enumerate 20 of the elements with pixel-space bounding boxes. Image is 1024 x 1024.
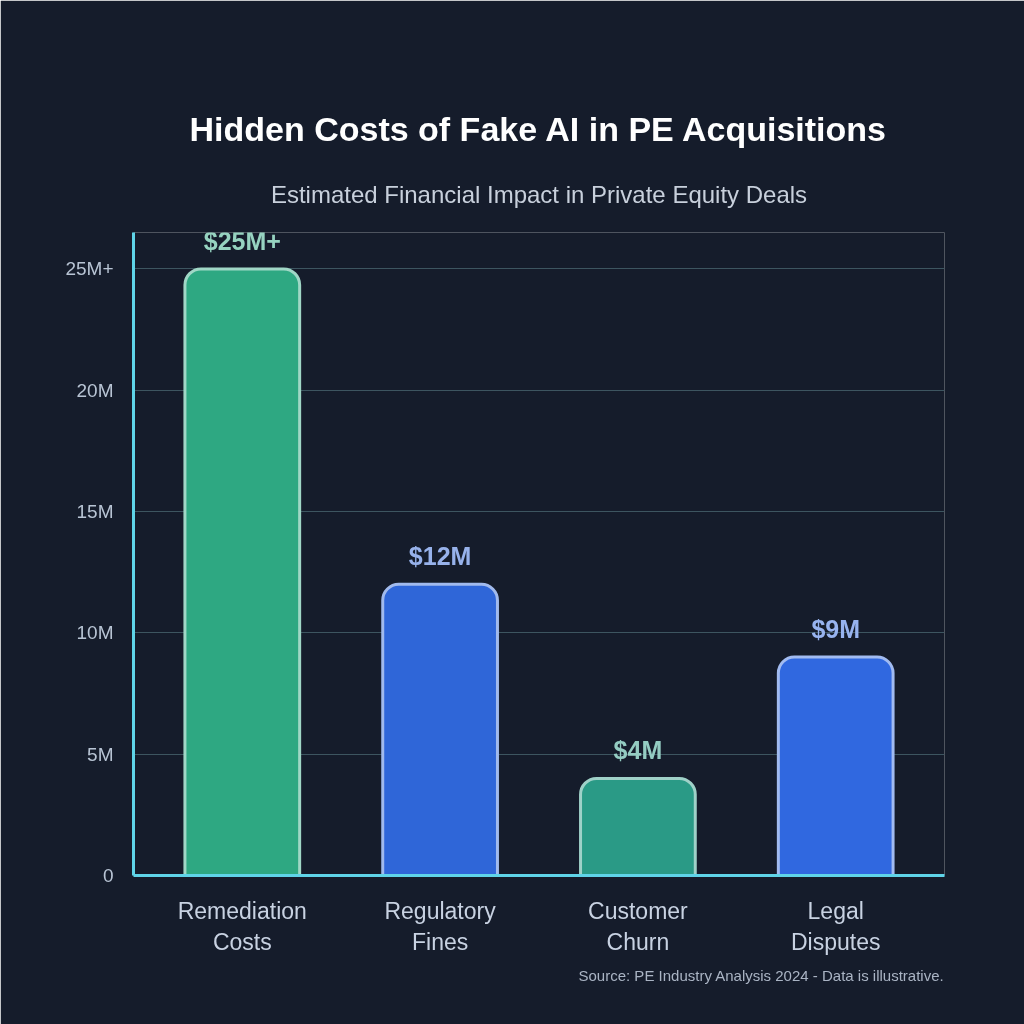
bar	[776, 655, 895, 876]
y-tick-label: 25M+	[65, 258, 114, 280]
data-label: $12M	[408, 542, 472, 571]
x-tick-label: Legal Disputes	[790, 897, 881, 955]
y-tick-label: 0	[102, 865, 114, 886]
y-tick-label: 15M	[76, 501, 114, 523]
bar	[183, 267, 302, 876]
chart-title: Hidden Costs of Fake AI in PE Acquisitions	[189, 109, 886, 148]
bar	[381, 582, 499, 876]
bar	[579, 776, 697, 876]
y-tick-label: 5M	[87, 743, 114, 765]
data-label: $9M	[811, 615, 861, 644]
chart-subtitle: Estimated Financial Impact in Private Equity Deals	[270, 180, 808, 208]
x-tick-label: Remediation Costs	[177, 897, 307, 955]
source-note: Source: PE Industry Analysis 2024 - Data is illustrative.	[578, 966, 944, 984]
y-tick-label: 20M	[76, 379, 114, 401]
data-label: $4M	[613, 736, 663, 765]
x-tick-label: Customer Churn	[588, 897, 689, 955]
y-tick-label: 10M	[76, 622, 114, 644]
x-tick-label: Regulatory Fines	[384, 897, 497, 955]
